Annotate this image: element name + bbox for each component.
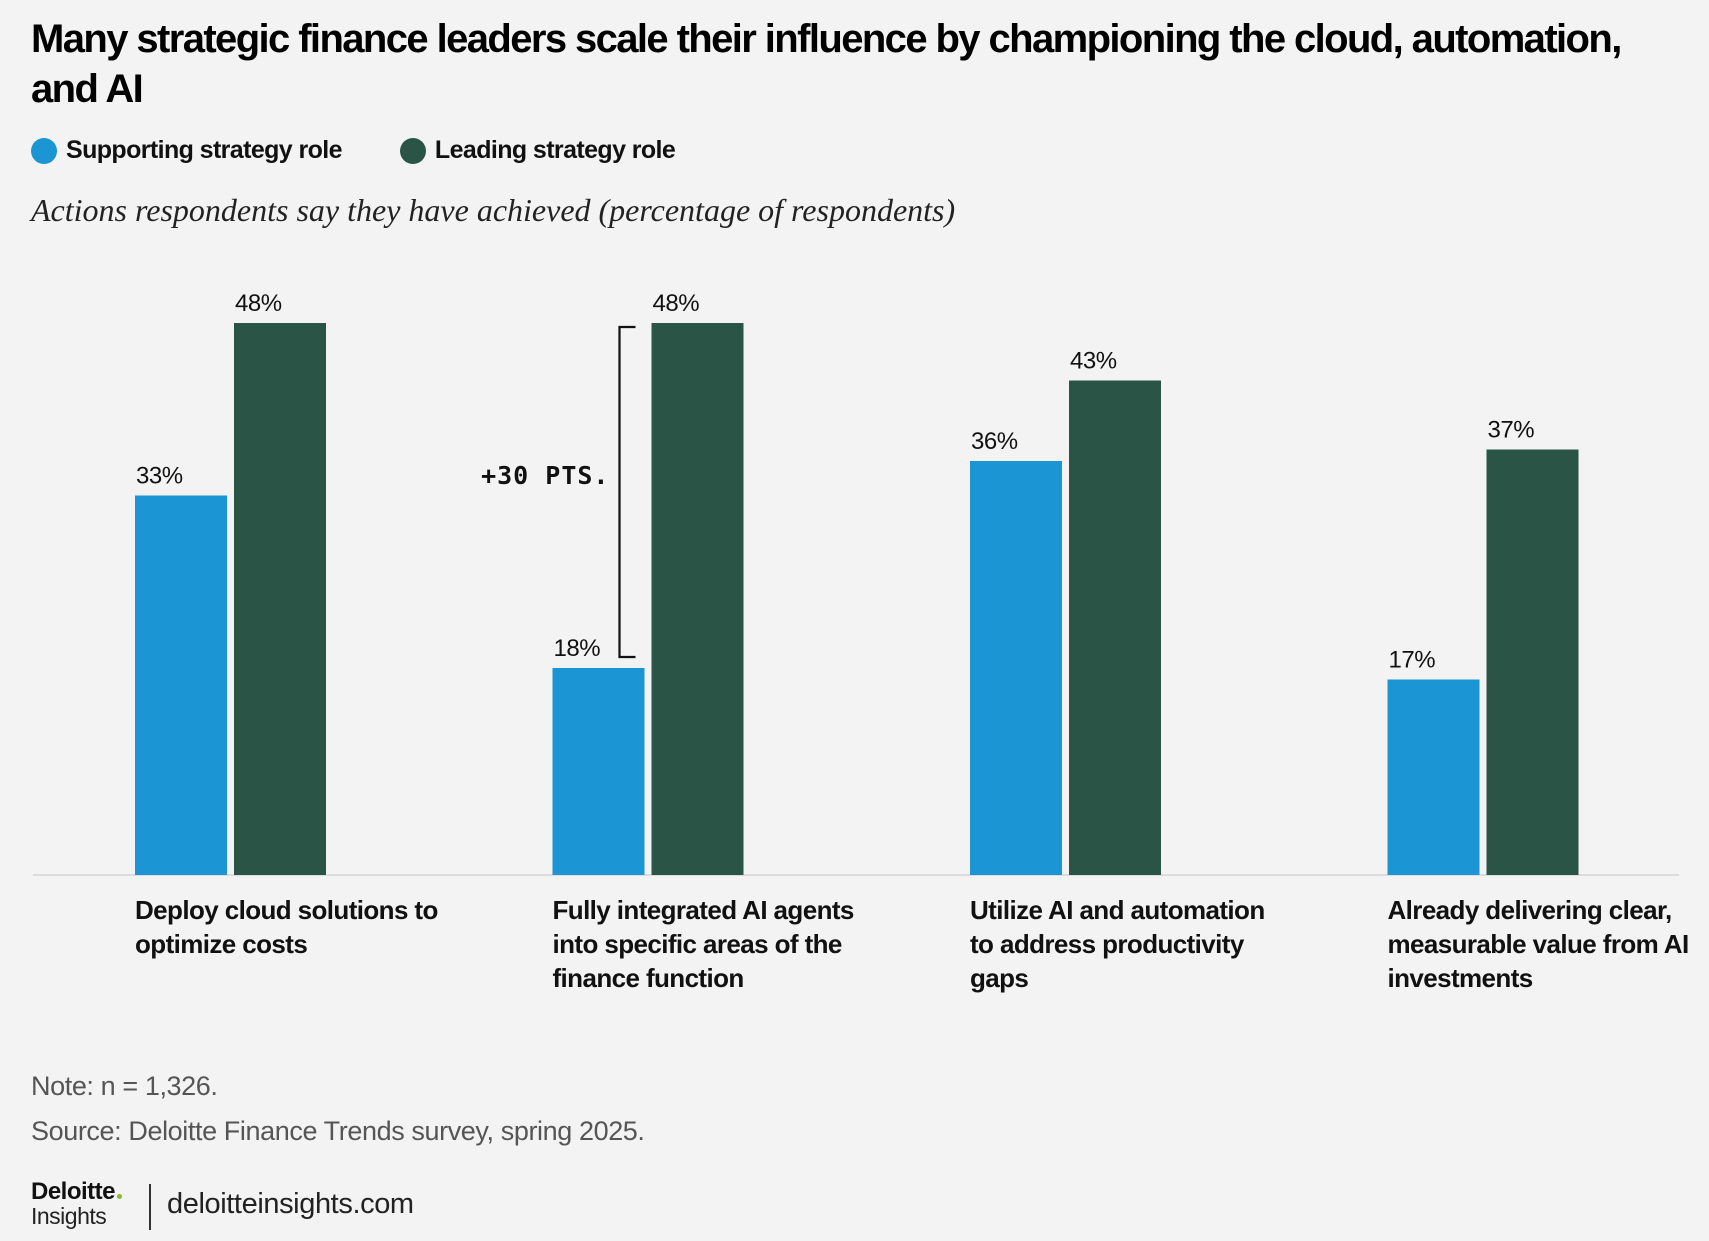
bar: [1486, 449, 1579, 875]
footer-divider: [149, 1184, 151, 1230]
value-label: 33%: [136, 463, 183, 490]
bar: [234, 323, 326, 875]
brand: Deloitte: [31, 1178, 123, 1206]
note: Note: n = 1,326.: [31, 1071, 218, 1101]
value-label: 36%: [971, 428, 1018, 455]
bar: [970, 461, 1062, 875]
source: Source: Deloitte Finance Trends survey, …: [31, 1116, 645, 1146]
bar: [135, 495, 227, 875]
value-label: 17%: [1389, 647, 1436, 674]
value-label: 37%: [1488, 417, 1535, 444]
chart-title: Many strategic finance leaders scale the…: [31, 17, 1622, 111]
chart-subtitle: Actions respondents say they have achiev…: [31, 192, 956, 228]
value-label: 43%: [1070, 348, 1117, 375]
bar: [651, 323, 744, 875]
x-tick-label: Deploy cloud solutions to optimize costs: [135, 895, 438, 959]
legend-label: Leading strategy role: [434, 136, 676, 164]
value-label: 48%: [235, 290, 282, 317]
bar: [1069, 380, 1161, 875]
legend-swatch: [399, 137, 426, 164]
x-tick-label: Already delivering clear, measurable val…: [1387, 895, 1690, 993]
brand-name: Deloitte: [31, 1178, 116, 1205]
value-label: 48%: [653, 290, 700, 317]
bar: [552, 668, 645, 875]
x-tick-label: Fully integrated AI agents into specific…: [552, 895, 855, 993]
legend-item: Leading strategy role: [399, 136, 676, 165]
legend-swatch: [31, 137, 57, 164]
legend-label: Supporting strategy role: [66, 136, 343, 164]
brand-dot: [117, 1194, 123, 1199]
annotation: +30 PTS.: [481, 461, 609, 490]
x-tick-label: Utilize AI and automation to address pro…: [970, 895, 1265, 993]
bar: [1387, 679, 1480, 875]
legend-item: Supporting strategy role: [31, 136, 343, 165]
footer-url: deloitteinsights.com: [167, 1188, 414, 1220]
annotation-bracket: [618, 325, 636, 659]
brand-sub: Insights: [31, 1203, 107, 1229]
value-label: 18%: [554, 635, 601, 662]
